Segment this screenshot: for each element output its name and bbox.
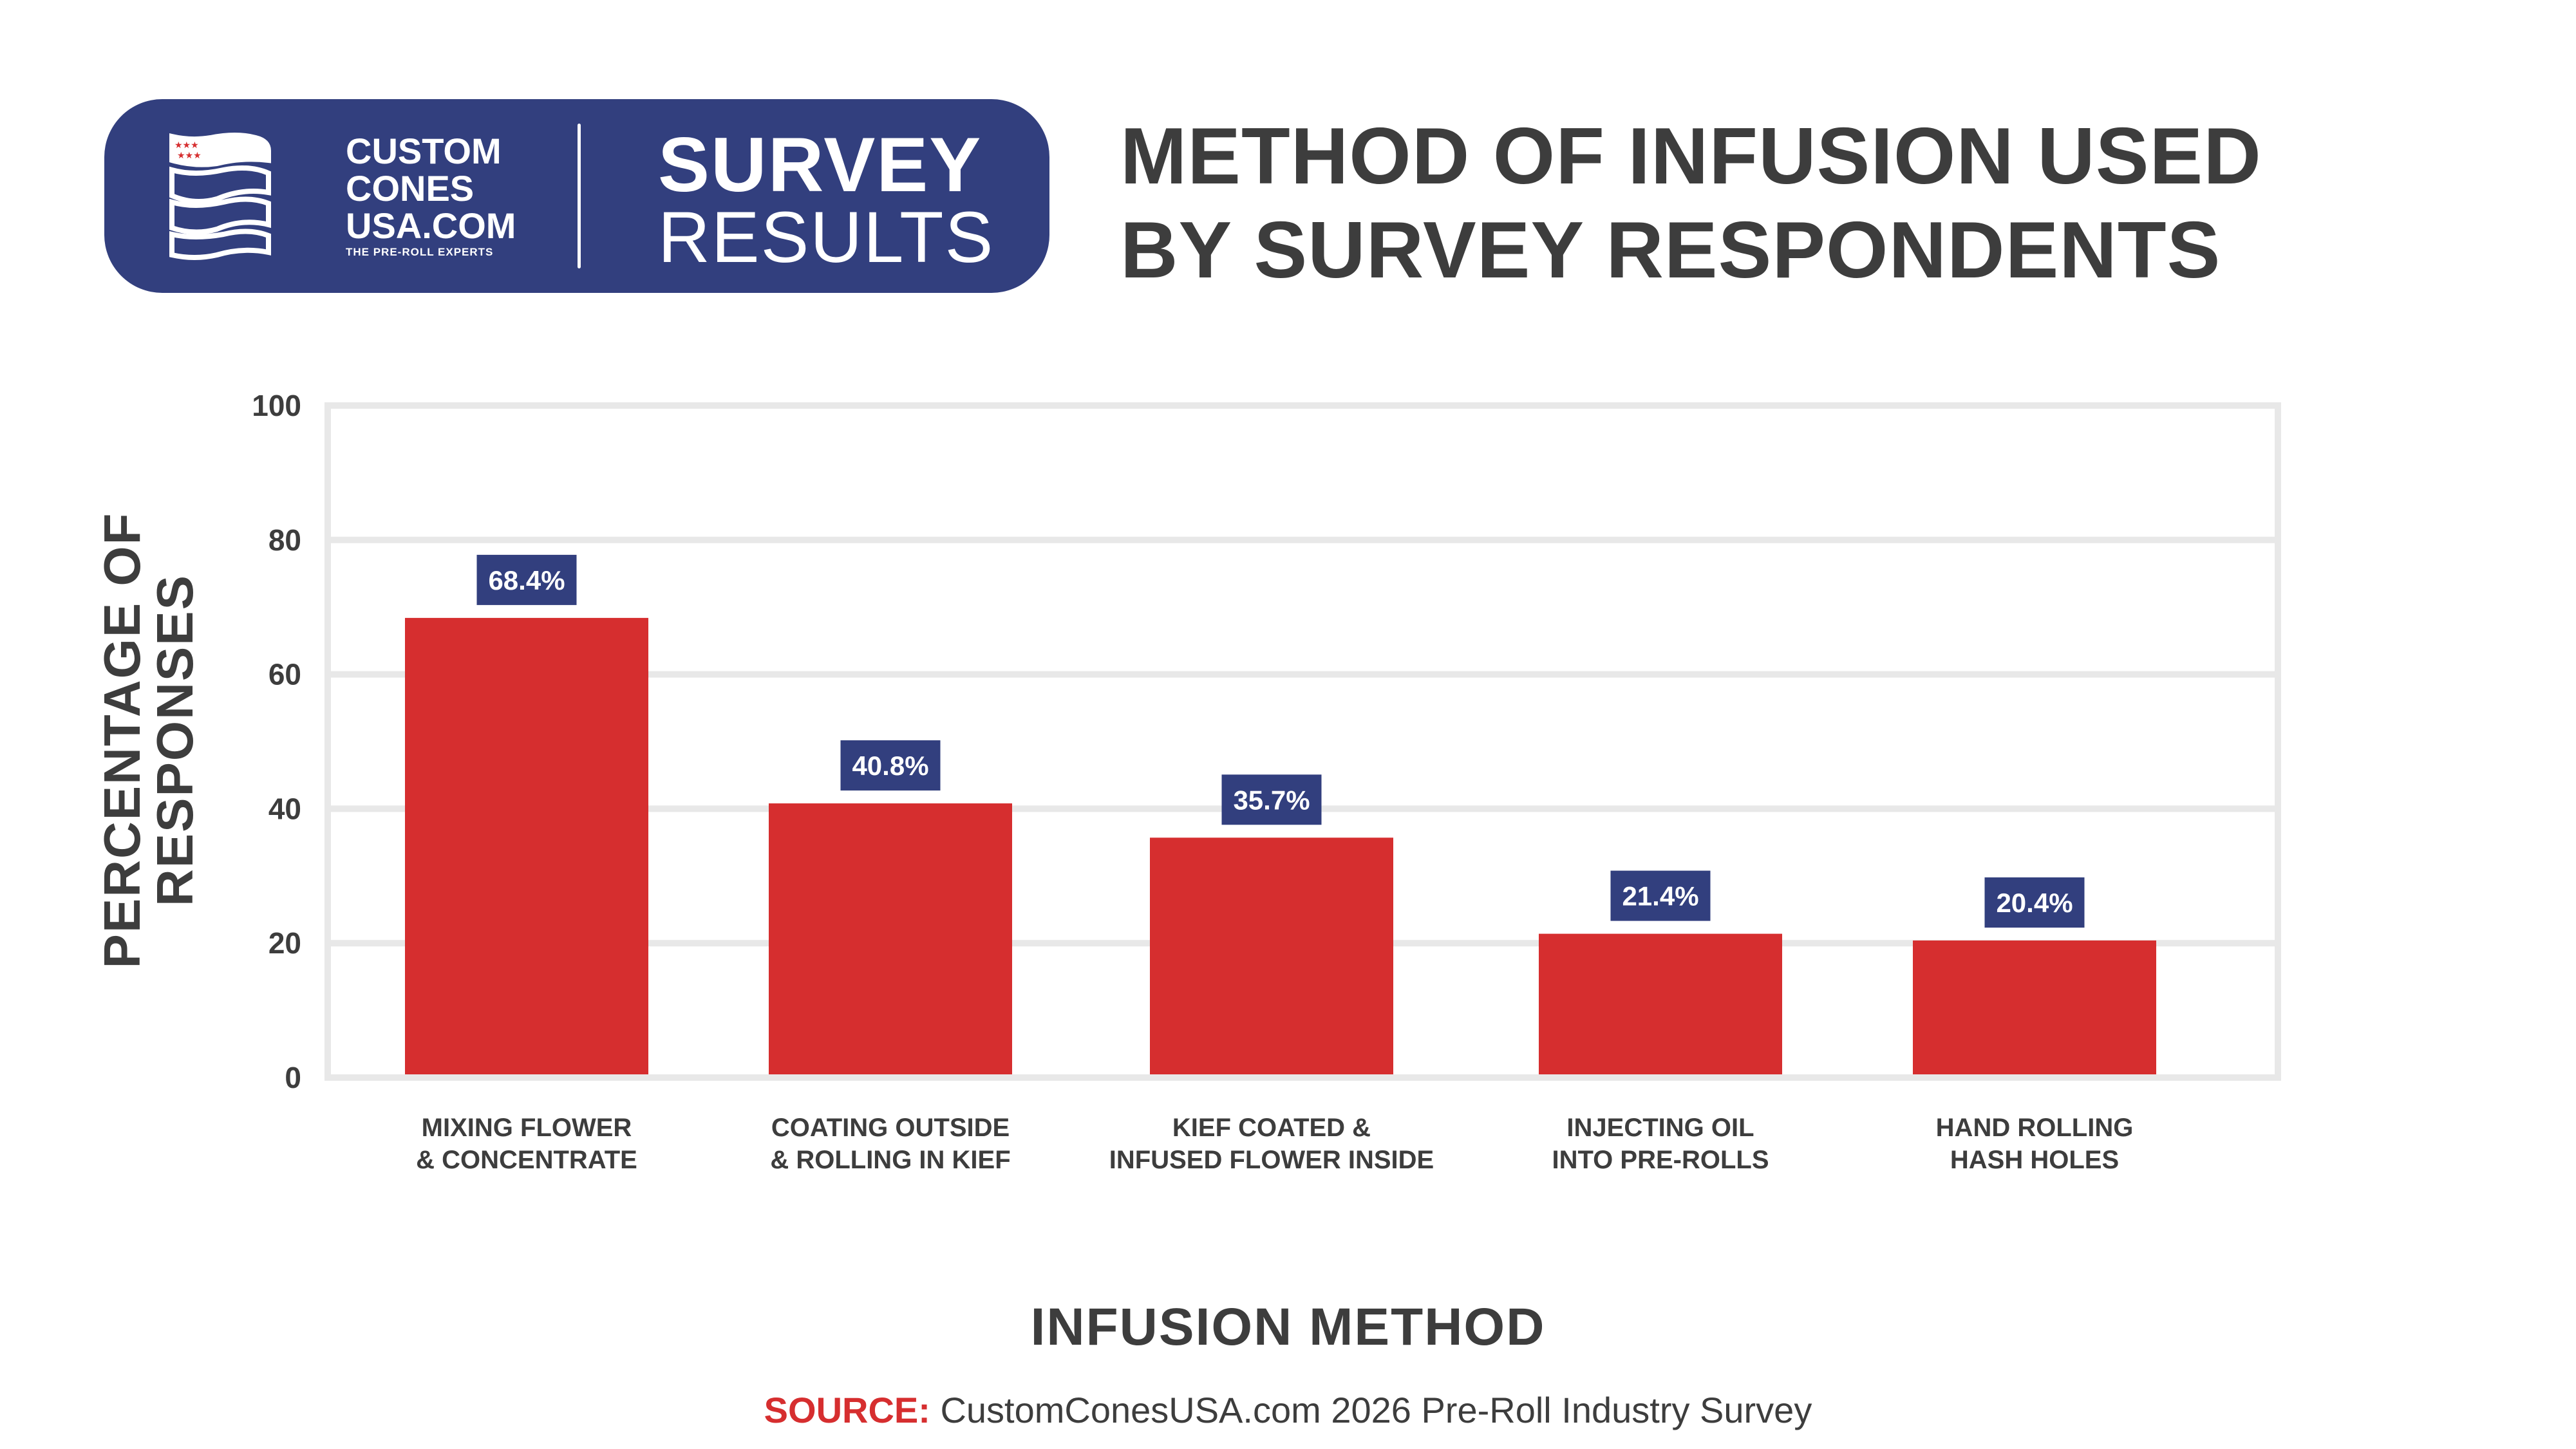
y-tick-label: 60	[268, 658, 301, 691]
brand-line: CONES	[346, 168, 475, 209]
data-label-box	[1610, 870, 1711, 921]
category-label: & CONCENTRATE	[416, 1146, 637, 1174]
data-label: 68.4%	[488, 565, 565, 595]
svg-text:★★★: ★★★	[177, 151, 202, 161]
chart-title-line: BY SURVEY RESPONDENTS	[1120, 206, 2221, 295]
category-label: HASH HOLES	[1950, 1146, 2119, 1174]
data-label-box	[1984, 877, 2085, 928]
data-label-box	[476, 554, 577, 605]
source-note: SOURCE: CustomConesUSA.com 2026 Pre-Roll…	[0, 1389, 2576, 1431]
bar	[405, 617, 648, 1074]
category-label: INFUSED FLOWER INSIDE	[1109, 1146, 1434, 1174]
y-tick-label: 40	[268, 792, 301, 825]
bar	[1539, 933, 1782, 1074]
data-label-box	[1221, 774, 1322, 825]
badge-subtitle: RESULTS	[658, 197, 995, 277]
category-label: INTO PRE-ROLLS	[1552, 1146, 1769, 1174]
y-tick-label: 0	[285, 1061, 301, 1094]
brand-line: CUSTOM	[346, 131, 502, 171]
survey-results-badge: ★★★ ★★★ CUSTOM CONES USA.COM THE PRE-ROLL…	[104, 99, 1049, 293]
data-label-box	[840, 740, 941, 791]
category-label: HAND ROLLING	[1936, 1114, 2134, 1142]
data-label: 21.4%	[1622, 881, 1698, 911]
y-tick-label: 100	[252, 389, 301, 422]
category-label: KIEF COATED &	[1172, 1114, 1371, 1142]
data-label: 20.4%	[1996, 888, 2073, 918]
chart-title: METHOD OF INFUSION USED BY SURVEY RESPON…	[1120, 109, 2262, 297]
badge-title: SURVEY	[658, 122, 982, 208]
brand-name: CUSTOM CONES USA.COM THE PRE-ROLL EXPERT…	[346, 133, 516, 260]
chart-title-line: METHOD OF INFUSION USED	[1120, 112, 2262, 201]
svg-text:★★★: ★★★	[174, 140, 199, 151]
rolled-cones-flag-icon: ★★★★★★	[169, 133, 271, 260]
brand-tagline: THE PRE-ROLL EXPERTS	[346, 246, 494, 258]
x-axis-title: INFUSION METHOD	[1030, 1298, 1546, 1356]
y-tick-label: 20	[268, 926, 301, 960]
bar	[769, 803, 1012, 1074]
bar	[1913, 940, 2156, 1074]
source-label: SOURCE:	[764, 1390, 930, 1430]
brand-line: USA.COM	[346, 205, 516, 246]
badge-divider	[578, 124, 581, 268]
category-label: COATING OUTSIDE	[771, 1114, 1010, 1142]
y-tick-label: 80	[268, 523, 301, 557]
data-label: 35.7%	[1233, 785, 1310, 815]
category-label: MIXING FLOWER	[422, 1114, 632, 1142]
bar	[1150, 837, 1393, 1074]
category-label: & ROLLING IN KIEF	[770, 1146, 1010, 1174]
category-label: INJECTING OIL	[1566, 1114, 1754, 1142]
data-label: 40.8%	[852, 751, 928, 781]
source-text: CustomConesUSA.com 2026 Pre-Roll Industr…	[930, 1390, 1812, 1430]
